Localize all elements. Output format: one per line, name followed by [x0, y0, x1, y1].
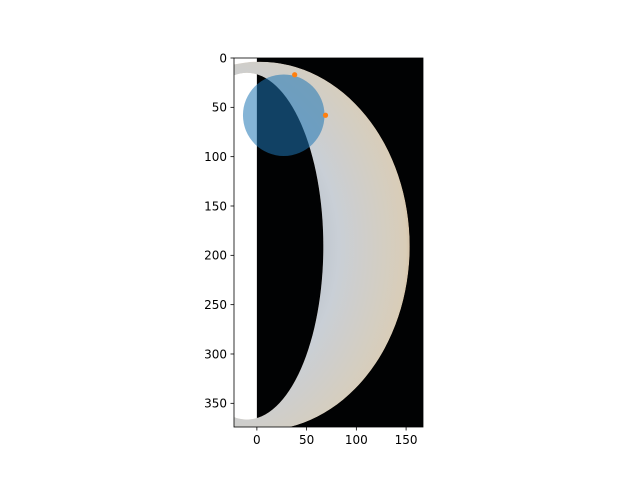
y-tick-label: 100	[204, 150, 227, 164]
plot-area	[234, 58, 423, 427]
x-tick-label: 50	[299, 433, 314, 447]
axes-frame	[233, 57, 424, 428]
y-axis: 0 50 100 150 200 250 300 350	[204, 51, 234, 411]
y-tick-label: 150	[204, 199, 227, 213]
x-tick-label: 100	[345, 433, 368, 447]
x-tick-label: 150	[395, 433, 418, 447]
points-layer	[292, 72, 329, 118]
scatter-point	[322, 112, 329, 118]
y-tick-label: 300	[204, 347, 227, 361]
y-tick-label: 250	[204, 298, 227, 312]
overlay-circle	[242, 74, 325, 157]
x-tick-label: 0	[253, 433, 261, 447]
y-tick-label: 0	[219, 51, 227, 65]
y-tick-label: 200	[204, 249, 227, 263]
scatter-point	[292, 72, 298, 78]
x-axis: 0 50 100 150	[253, 427, 418, 447]
y-tick-label: 350	[204, 397, 227, 411]
y-tick-label: 50	[212, 101, 227, 115]
